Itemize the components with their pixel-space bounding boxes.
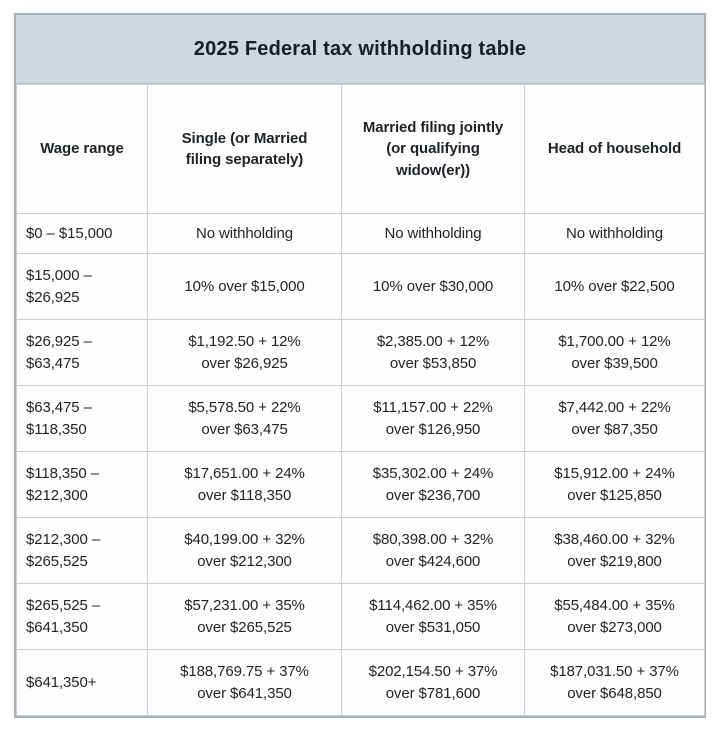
cell-married-jointly: $11,157.00 + 22% over $126,950 [341,385,525,452]
table-title-bar: 2025 Federal tax withholding table [16,15,704,84]
cell-single: $40,199.00 + 32% over $212,300 [147,517,342,584]
table-row: $118,350 – $212,300 $17,651.00 + 24% over… [16,451,705,518]
header-wage-range: Wage range [16,84,148,214]
header-married-filing-jointly: Married filing jointly (or qualifying wi… [341,84,525,214]
tax-table-card: 2025 Federal tax withholding table Wage … [14,13,706,718]
cell-married-jointly: $2,385.00 + 12% over $53,850 [341,319,525,386]
cell-head-of-household: No withholding [524,213,705,254]
cell-wage-range: $641,350+ [16,649,148,716]
cell-single: $1,192.50 + 12% over $26,925 [147,319,342,386]
table-title: 2025 Federal tax withholding table [193,37,527,60]
table-row: $265,525 – $641,350 $57,231.00 + 35% over… [16,583,705,650]
table-row: $641,350+ $188,769.75 + 37% over $641,350… [16,649,705,716]
cell-married-jointly: No withholding [341,213,525,254]
cell-head-of-household: 10% over $22,500 [524,253,705,320]
table-row: $26,925 – $63,475 $1,192.50 + 12% over $2… [16,319,705,386]
cell-wage-range: $26,925 – $63,475 [16,319,148,386]
table-body: $0 – $15,000 No withholding No withholding… [16,213,705,716]
cell-head-of-household: $38,460.00 + 32% over $219,800 [524,517,705,584]
table-header: Wage range Single (or Married filing sep… [16,84,705,214]
cell-head-of-household: $55,484.00 + 35% over $273,000 [524,583,705,650]
cell-head-of-household: $15,912.00 + 24% over $125,850 [524,451,705,518]
page: 2025 Federal tax withholding table Wage … [14,13,706,718]
cell-married-jointly: $80,398.00 + 32% over $424,600 [341,517,525,584]
cell-single: No withholding [147,213,342,254]
cell-married-jointly: $35,302.00 + 24% over $236,700 [341,451,525,518]
withholding-table: Wage range Single (or Married filing sep… [16,84,705,716]
table-row: $0 – $15,000 No withholding No withholding… [16,213,705,254]
cell-single: $17,651.00 + 24% over $118,350 [147,451,342,518]
cell-wage-range: $0 – $15,000 [16,213,148,254]
cell-wage-range: $118,350 – $212,300 [16,451,148,518]
cell-single: $5,578.50 + 22% over $63,475 [147,385,342,452]
cell-single: $188,769.75 + 37% over $641,350 [147,649,342,716]
cell-wage-range: $15,000 – $26,925 [16,253,148,320]
table-row: $15,000 – $26,925 10% over $15,000 10% ove… [16,253,705,320]
cell-married-jointly: $202,154.50 + 37% over $781,600 [341,649,525,716]
table-row: $63,475 – $118,350 $5,578.50 + 22% over $… [16,385,705,452]
cell-head-of-household: $187,031.50 + 37% over $648,850 [524,649,705,716]
cell-wage-range: $265,525 – $641,350 [16,583,148,650]
cell-single: $57,231.00 + 35% over $265,525 [147,583,342,650]
header-head-of-household: Head of household [524,84,705,214]
cell-married-jointly: 10% over $30,000 [341,253,525,320]
cell-single: 10% over $15,000 [147,253,342,320]
cell-head-of-household: $1,700.00 + 12% over $39,500 [524,319,705,386]
header-single-filer: Single (or Married filing separately) [147,84,342,214]
table-row: $212,300 – $265,525 $40,199.00 + 32% over… [16,517,705,584]
cell-wage-range: $212,300 – $265,525 [16,517,148,584]
header-row: Wage range Single (or Married filing sep… [16,84,705,214]
cell-married-jointly: $114,462.00 + 35% over $531,050 [341,583,525,650]
cell-wage-range: $63,475 – $118,350 [16,385,148,452]
cell-head-of-household: $7,442.00 + 22% over $87,350 [524,385,705,452]
